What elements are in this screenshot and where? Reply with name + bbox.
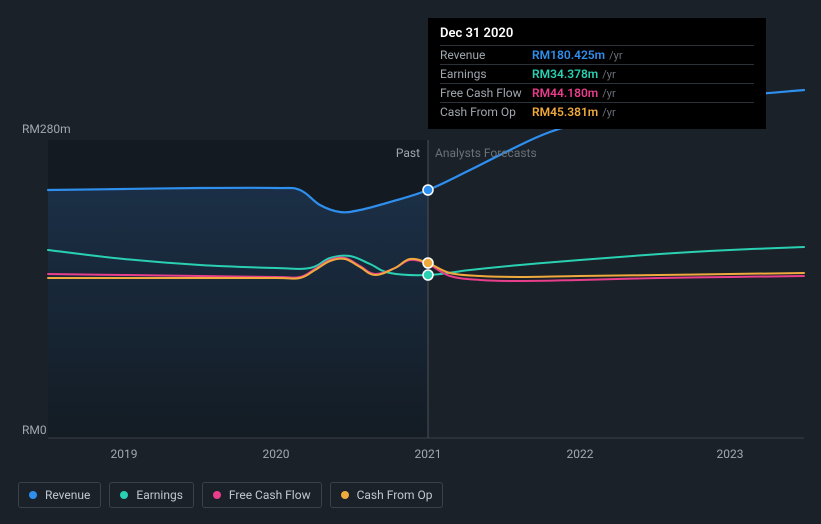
tooltip-row-value: RM44.180m [532,86,598,100]
tooltip-row: Cash From OpRM45.381m/yr [440,102,754,121]
chart-legend: Revenue Earnings Free Cash Flow Cash From O… [18,482,443,508]
x-axis-label: 2020 [263,447,290,461]
legend-item-revenue[interactable]: Revenue [18,482,101,508]
legend-dot-icon [29,491,37,499]
x-axis-label: 2022 [567,447,594,461]
tooltip-row-label: Cash From Op [440,105,532,119]
x-axis-label: 2023 [717,447,744,461]
tooltip-row-label: Free Cash Flow [440,86,532,100]
tooltip-row-value: RM180.425m [532,48,605,62]
y-axis-label-min: RM0 [22,423,47,437]
chart-tooltip: Dec 31 2020 RevenueRM180.425m/yrEarnings… [428,18,766,129]
legend-item-label: Free Cash Flow [229,488,311,502]
legend-item-label: Cash From Op [357,488,433,502]
tooltip-row: RevenueRM180.425m/yr [440,45,754,64]
tooltip-row-unit: /yr [602,87,615,100]
tooltip-row-value: RM34.378m [532,67,598,81]
legend-dot-icon [120,491,128,499]
legend-item-cash-from-op[interactable]: Cash From Op [330,482,444,508]
tooltip-row-unit: /yr [602,68,615,81]
tooltip-row-label: Earnings [440,67,532,81]
tooltip-row-value: RM45.381m [532,105,598,119]
tooltip-row: EarningsRM34.378m/yr [440,64,754,83]
tooltip-row-unit: /yr [602,106,615,119]
tooltip-row-label: Revenue [440,48,532,62]
x-axis-label: 2019 [111,447,138,461]
legend-item-label: Revenue [45,488,90,502]
x-axis-label: 2021 [415,447,442,461]
y-axis-label-max: RM280m [22,122,71,136]
tooltip-date: Dec 31 2020 [440,26,754,45]
section-label-past: Past [396,146,420,160]
legend-item-earnings[interactable]: Earnings [109,482,194,508]
legend-dot-icon [341,491,349,499]
legend-item-label: Earnings [136,488,183,502]
section-label-forecasts: Analysts Forecasts [435,146,537,160]
legend-dot-icon [213,491,221,499]
tooltip-row-unit: /yr [609,49,622,62]
legend-item-free-cash-flow[interactable]: Free Cash Flow [202,482,322,508]
tooltip-row: Free Cash FlowRM44.180m/yr [440,83,754,102]
